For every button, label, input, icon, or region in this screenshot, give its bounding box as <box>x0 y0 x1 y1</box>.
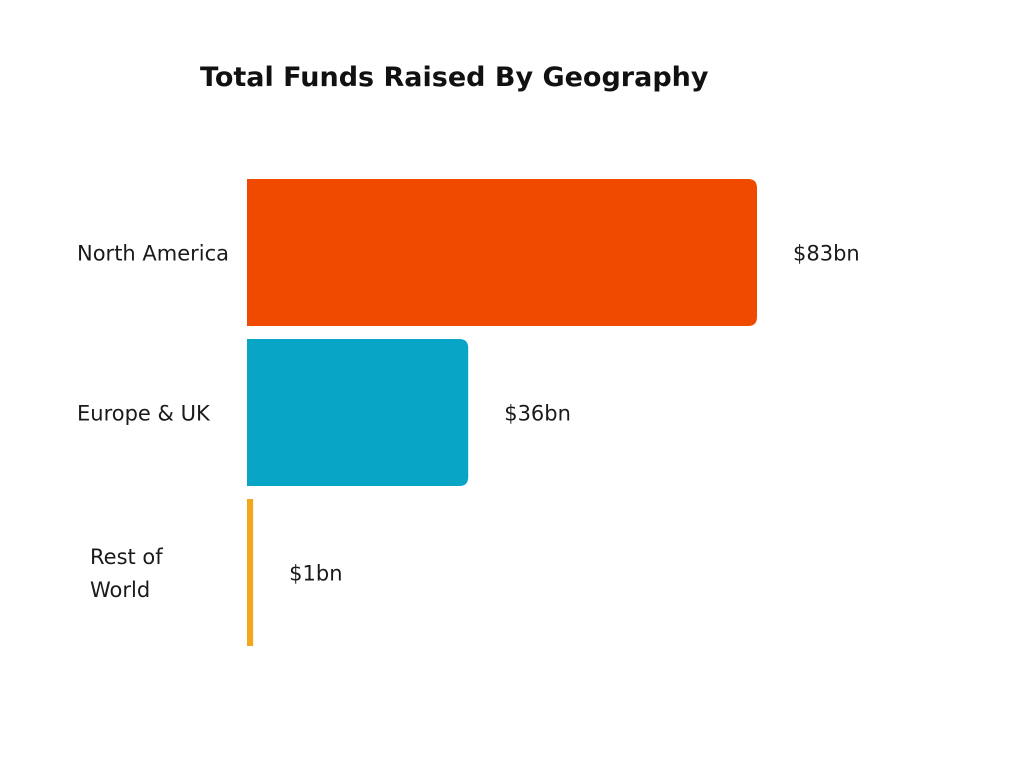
value-label-north-america: $83bn <box>793 242 860 266</box>
value-label-rest-of-world: $1bn <box>289 562 342 586</box>
category-label-line: World <box>90 578 150 602</box>
category-label-line: Europe & UK <box>77 402 211 426</box>
chart-title: Total Funds Raised By Geography <box>200 62 709 93</box>
category-label-line: North America <box>77 242 229 266</box>
category-label-rest-of-world: Rest of World <box>90 545 163 602</box>
category-label-europe-uk: Europe & UK <box>77 402 211 426</box>
value-label-europe-uk: $36bn <box>504 402 571 426</box>
category-label-north-america: North America <box>77 242 229 266</box>
bar-rest-of-world <box>247 499 254 646</box>
bar-europe-uk <box>247 339 469 486</box>
category-label-line: Rest of <box>90 545 163 569</box>
bar-north-america <box>247 179 757 326</box>
